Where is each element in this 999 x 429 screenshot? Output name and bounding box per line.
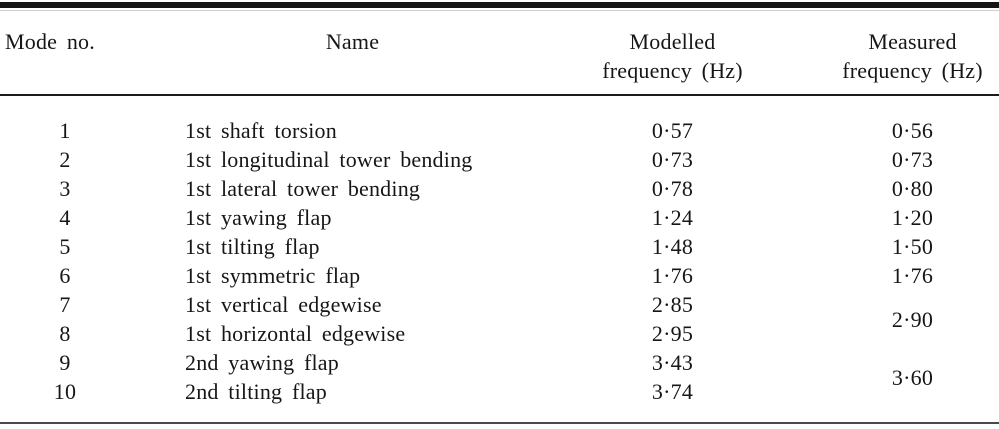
table-row: 6 1st symmetric flap 1·76 1·76 [0,261,999,290]
table-row: 1 1st shaft torsion 0·57 0·56 [0,95,999,145]
mode-no-cell: 6 [59,263,71,288]
header-row: Mode no. Name Modelled frequency (Hz) Me… [0,11,999,96]
modelled-frequency-cell: 1·24 [651,205,694,230]
col-header-measured-frequency: Measured frequency (Hz) [770,11,999,96]
mode-name-cell: 2nd yawing flap [185,350,339,375]
table-row: 3 1st lateral tower bending 0·78 0·80 [0,174,999,203]
measured-frequency-cell: 0·73 [891,147,934,172]
mode-no-cell: 10 [53,379,77,404]
table-bottom-rule [0,422,999,424]
modelled-frequency-cell: 3·74 [651,379,694,404]
col-header-modelled-frequency: Modelled frequency (Hz) [575,11,770,96]
col-header-name: Name [130,11,575,96]
measured-frequency-cell: 1·20 [891,205,934,230]
top-rule-scan-echo [0,10,999,11]
mode-name-cell: 1st lateral tower bending [185,176,421,201]
mode-no-cell: 1 [59,118,71,143]
mode-name-cell: 1st tilting flap [185,234,320,259]
table-header: Mode no. Name Modelled frequency (Hz) Me… [0,11,999,96]
mode-name-cell: 1st yawing flap [185,205,332,230]
col-header-mode-no: Mode no. [0,11,130,96]
modelled-header-line2: frequency (Hz) [602,58,743,83]
table-row: 7 1st vertical edgewise 2·85 2·90 [0,290,999,332]
measured-frequency-cell: 1·50 [891,234,934,259]
table-row: 9 2nd yawing flap 3·43 3·60 [0,348,999,390]
mode-name-cell: 1st symmetric flap [185,263,361,288]
modelled-frequency-cell: 0·78 [651,176,694,201]
mode-no-cell: 7 [59,292,71,317]
modelled-frequency-cell: 1·76 [651,263,694,288]
table-row: 8 1st horizontal edgewise 2·95 [0,319,999,348]
mode-no-cell: 3 [59,176,71,201]
table-row: 2 1st longitudinal tower bending 0·73 0·73 [0,145,999,174]
mode-frequency-table: Mode no. Name Modelled frequency (Hz) Me… [0,11,999,406]
modelled-frequency-cell: 2·95 [651,321,694,346]
table-row: 4 1st yawing flap 1·24 1·20 [0,203,999,232]
table-row: 5 1st tilting flap 1·48 1·50 [0,232,999,261]
measured-header-line1: Measured [868,29,957,54]
measured-frequency-cell: 3·60 [891,364,934,390]
measured-frequency-cell: 2·90 [891,306,934,332]
mode-no-cell: 2 [59,147,71,172]
mode-name-cell: 1st vertical edgewise [185,292,382,317]
mode-no-cell: 5 [59,234,71,259]
modelled-frequency-cell: 0·57 [651,118,694,143]
mode-no-cell: 9 [59,350,71,375]
mode-name-cell: 2nd tilting flap [185,379,327,404]
modelled-frequency-cell: 1·48 [651,234,694,259]
table-body: 1 1st shaft torsion 0·57 0·56 2 1st longitudi… [0,95,999,406]
mode-name-cell: 1st longitudinal tower bending [185,147,473,172]
measured-frequency-cell: 0·56 [891,118,934,143]
measured-frequency-cell: 0·80 [891,176,934,201]
mode-no-cell: 8 [59,321,71,346]
modelled-frequency-cell: 0·73 [651,147,694,172]
table-top-rule [0,2,999,8]
modelled-frequency-cell: 2·85 [651,292,694,317]
modelled-header-line1: Modelled [629,29,716,54]
mode-name-cell: 1st shaft torsion [185,118,337,143]
measured-header-line2: frequency (Hz) [842,58,983,83]
table-row: 10 2nd tilting flap 3·74 [0,377,999,406]
mode-no-cell: 4 [59,205,71,230]
modelled-frequency-cell: 3·43 [651,350,694,375]
measured-frequency-cell: 1·76 [891,263,934,288]
mode-name-cell: 1st horizontal edgewise [185,321,406,346]
